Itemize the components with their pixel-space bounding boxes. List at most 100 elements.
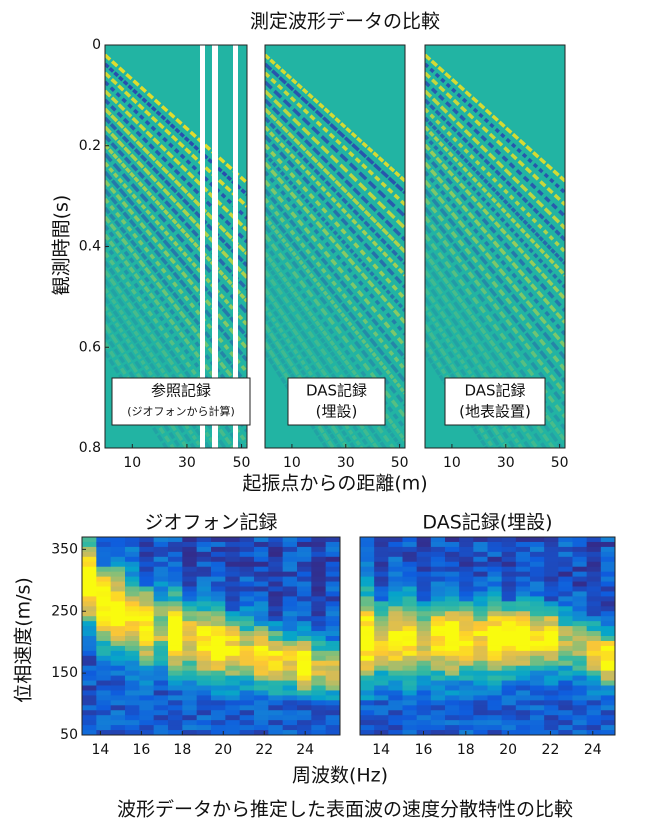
heatmap-cell (374, 551, 389, 558)
heatmap-cell (544, 626, 559, 632)
heatmap-cell (211, 715, 226, 721)
heatmap-cell (487, 725, 503, 731)
heatmap-cell (153, 626, 169, 632)
heatmap-cell (297, 606, 312, 612)
heatmap-cell (211, 650, 226, 657)
heatmap-cell (282, 621, 298, 627)
heatmap-cell (211, 566, 226, 573)
heatmap-cell (600, 576, 615, 583)
heatmap-cell (558, 611, 574, 617)
heatmap-cell (153, 680, 169, 687)
heatmap-cell (360, 611, 375, 617)
y-tick-label: 0.4 (79, 239, 101, 255)
heatmap-cell (558, 636, 574, 642)
heatmap-cell (544, 670, 559, 677)
heatmap-cell (168, 551, 183, 558)
heatmap-cell (530, 636, 545, 642)
waveform-stripe (265, 188, 405, 360)
heatmap-cell (268, 640, 284, 647)
heatmap-cell (544, 611, 559, 617)
heatmap-cell (416, 631, 432, 637)
heatmap-cell (501, 655, 517, 662)
x-label: 周波数(Hz) (292, 765, 388, 787)
heatmap-cell (487, 551, 503, 558)
heatmap-cell (297, 586, 312, 593)
heatmap-cell (225, 680, 241, 687)
heatmap-cell (402, 541, 418, 548)
x-tick-label: 30 (497, 455, 515, 471)
heatmap-cell (325, 720, 340, 726)
heatmap-cell (268, 650, 284, 657)
heatmap-cell (297, 650, 312, 657)
heatmap-cell (168, 586, 183, 593)
y-tick-label: 250 (51, 603, 78, 619)
heatmap-cell (388, 556, 404, 563)
heatmap-cell (182, 571, 198, 578)
heatmap-cell (325, 730, 340, 735)
x-tick-label: 30 (178, 455, 196, 471)
heatmap-cell (311, 680, 327, 687)
heatmap-cell (544, 650, 559, 657)
heatmap-cell (487, 715, 503, 721)
heatmap-cell (239, 631, 255, 637)
heatmap-cell (515, 591, 531, 597)
heatmap-cell (374, 640, 389, 647)
heatmap-cell (473, 546, 489, 553)
heatmap-cell (501, 596, 517, 602)
heatmap-cell (225, 650, 241, 657)
heatmap-cell (374, 631, 389, 637)
waveform-stripe (105, 287, 220, 448)
heatmap-cell (110, 581, 126, 588)
heatmap-cell (459, 675, 474, 682)
heatmap-cell (402, 551, 418, 558)
waveform-stripe (425, 179, 565, 348)
heatmap-cell (572, 606, 588, 612)
heatmap-cell (153, 551, 169, 558)
heatmap-cell (558, 601, 574, 607)
heatmap-cell (168, 616, 183, 622)
heatmap-cell (153, 621, 169, 627)
heatmap-cell (139, 650, 155, 657)
heatmap-cell (282, 551, 298, 558)
heatmap-cell (311, 710, 327, 716)
heatmap-cell (445, 675, 460, 682)
heatmap-cell (501, 581, 517, 588)
heatmap-cell (572, 705, 588, 711)
heatmap-cell (225, 695, 241, 701)
heatmap-cell (416, 690, 432, 696)
heatmap-cell (153, 546, 169, 553)
heatmap-cell (360, 616, 375, 622)
heatmap-cell (153, 645, 169, 652)
heatmap-cell (388, 621, 404, 627)
heatmap-cell (182, 631, 198, 637)
heatmap-cell (268, 725, 284, 731)
heatmap-cell (254, 586, 269, 593)
heatmap-cell (430, 586, 446, 593)
heatmap-cell (153, 655, 169, 662)
heatmap-cell (139, 645, 155, 652)
heatmap-cell (96, 695, 112, 701)
heatmap-cell (311, 685, 327, 692)
heatmap-cell (374, 690, 389, 696)
heatmap-cell (153, 650, 169, 657)
heatmap-cell (153, 710, 169, 716)
heatmap-cell (325, 596, 340, 602)
heatmap-cell (360, 700, 375, 706)
heatmap-cell (600, 636, 615, 642)
heatmap-cell (445, 581, 460, 588)
plot-area (82, 537, 340, 735)
heatmap-cell (254, 546, 269, 553)
heatmap-cell (530, 650, 545, 657)
heatmap-cell (153, 561, 169, 568)
heatmap-cell (544, 685, 559, 692)
heatmap-cell (311, 566, 327, 573)
heatmap-cell (325, 670, 340, 677)
heatmap-cell (445, 725, 460, 731)
heatmap-cell (459, 561, 474, 568)
heatmap-cell (445, 586, 460, 593)
heatmap-cell (473, 720, 489, 726)
heatmap-cell (254, 601, 269, 607)
heatmap-cell (572, 541, 588, 548)
heatmap-cell (282, 700, 298, 706)
heatmap-cell (125, 645, 140, 652)
